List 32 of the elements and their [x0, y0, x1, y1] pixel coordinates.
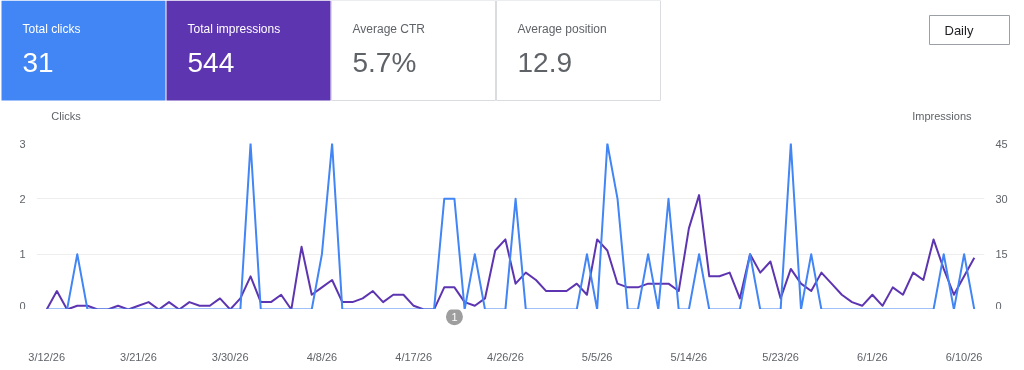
y-tick-label: 2	[19, 192, 26, 205]
x-tick-label: 4/8/26	[306, 350, 338, 363]
text: 31	[22, 47, 54, 78]
y-tick-label: 3	[19, 137, 26, 150]
y2-tick-label: 45	[995, 137, 1008, 150]
x-tick-label: 4/26/26	[487, 350, 524, 363]
y-tick-label: 0	[19, 299, 26, 312]
x-tick-label: 6/10/26	[945, 350, 983, 363]
x-tick-label: 5/14/26	[670, 350, 708, 363]
y2-tick-label: 0	[995, 299, 1002, 312]
text: 12.9	[517, 47, 572, 78]
text: 5.7%	[352, 47, 417, 78]
category-label: Total impressions	[187, 21, 281, 36]
y2-axis-title: Impressions	[912, 109, 973, 122]
y-tick-label: 1	[19, 248, 26, 261]
y2-tick-label: 30	[995, 192, 1008, 205]
y2-tick-label: 15	[995, 248, 1008, 261]
x-tick-label: 5/5/26	[581, 350, 613, 363]
x-tick-label: 4/17/26	[395, 350, 433, 363]
text: 544	[187, 47, 235, 78]
text: Daily	[944, 22, 974, 38]
category-label: Total clicks	[22, 21, 81, 36]
line-series	[45, 194, 976, 309]
category-label: Average position	[517, 21, 607, 36]
x-tick-label: 3/12/26	[28, 350, 66, 363]
category-label: Average CTR	[352, 21, 426, 36]
annotation: 1	[451, 310, 458, 323]
x-tick-label: 6/1/26	[857, 350, 888, 363]
x-tick-label: 3/30/26	[211, 350, 249, 363]
y-axis-title: Clicks	[51, 109, 82, 122]
x-tick-label: 5/23/26	[762, 350, 799, 363]
x-tick-label: 3/21/26	[120, 350, 157, 363]
